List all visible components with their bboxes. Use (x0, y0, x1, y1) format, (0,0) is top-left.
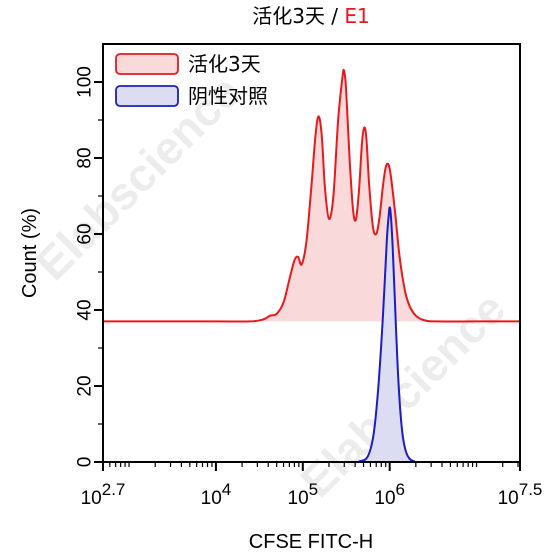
x-tick-exponent: 4 (222, 480, 231, 499)
legend-swatch (115, 53, 179, 75)
y-tick-label: 60 (75, 223, 96, 244)
x-tick-exponent: 6 (396, 480, 405, 499)
legend-swatch (115, 85, 179, 107)
x-tick-label: 107.5 (498, 480, 543, 509)
x-tick-label: 105 (288, 480, 319, 509)
x-tick-label: 104 (201, 480, 232, 509)
series-line (103, 206, 520, 462)
series-line (103, 68, 520, 323)
series-1 (103, 68, 520, 323)
chart-title: 活化3天 / E1 (252, 4, 370, 28)
x-tick-base: 10 (81, 488, 102, 509)
y-tick-label: 0 (75, 457, 96, 468)
chart-title-separator: / (325, 4, 344, 28)
x-tick-base: 10 (201, 488, 222, 509)
x-tick-base: 10 (288, 488, 309, 509)
series-layer (103, 68, 520, 462)
y-tick-label: 20 (75, 375, 96, 396)
legend-item: 活化3天 (115, 52, 261, 76)
x-tick-exponent: 7.5 (519, 480, 543, 499)
legend-label: 阴性对照 (188, 84, 268, 108)
y-tick-label: 40 (75, 299, 96, 320)
x-tick-label: 102.7 (81, 480, 126, 509)
x-tick-exponent: 5 (309, 480, 318, 499)
x-tick-label: 106 (374, 480, 405, 509)
y-axis-title: Count (%) (19, 208, 41, 298)
plot-frame (102, 43, 521, 463)
chart-title-main: 活化3天 (252, 4, 325, 28)
y-tick-label: 80 (75, 147, 96, 168)
x-tick-exponent: 2.7 (102, 480, 126, 499)
legend-label: 活化3天 (188, 52, 261, 76)
x-tick-base: 10 (498, 488, 519, 509)
x-axis-title: CFSE FITC-H (249, 531, 373, 553)
chart-title-sample: E1 (344, 4, 369, 28)
legend-item: 阴性对照 (115, 84, 268, 108)
series-2 (103, 206, 520, 462)
x-tick-base: 10 (374, 488, 395, 509)
x-axis: 102.7 104 105 106 107.5 (81, 462, 543, 509)
watermark-group: Elabscience Elabscience (25, 65, 515, 507)
y-axis: 0 20 40 60 80 100 (75, 66, 103, 467)
y-tick-label: 100 (75, 66, 96, 98)
